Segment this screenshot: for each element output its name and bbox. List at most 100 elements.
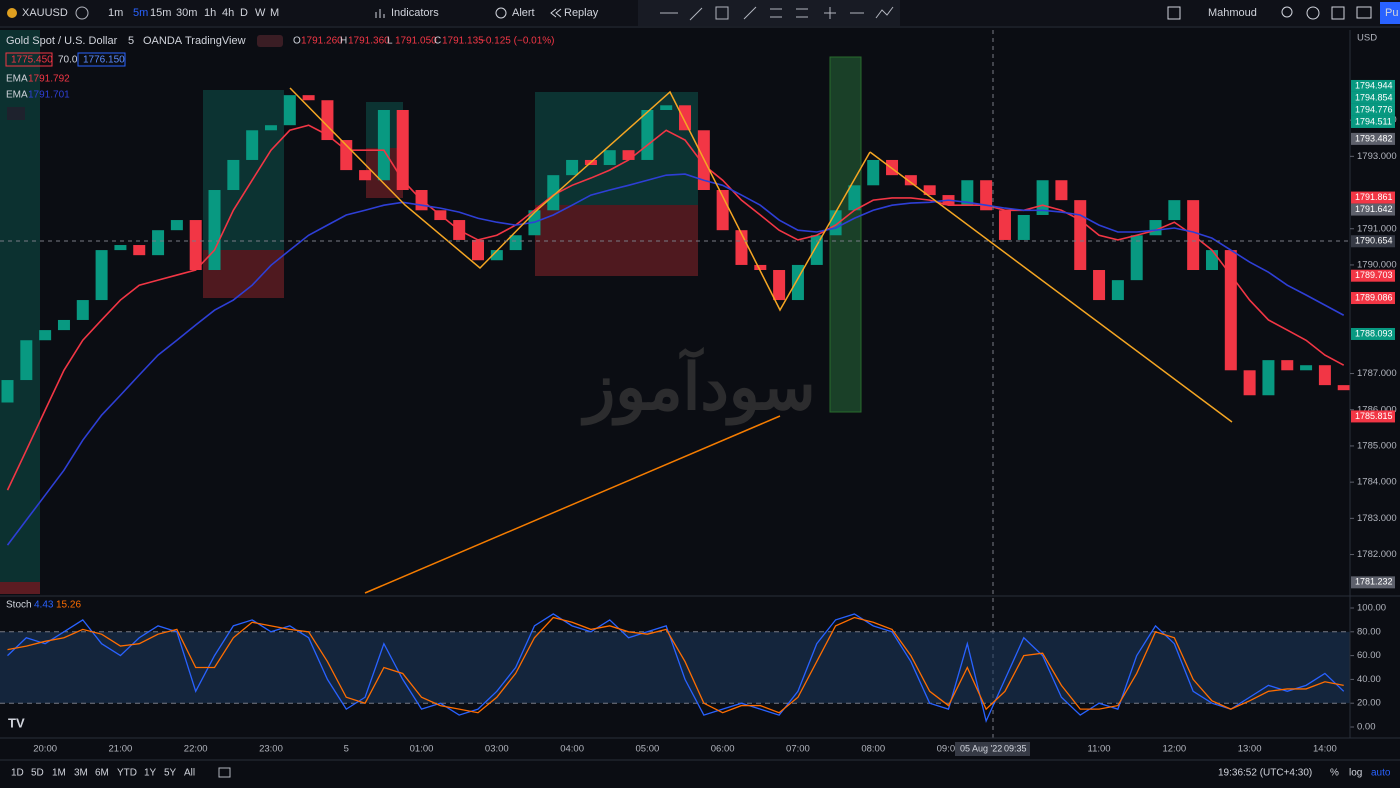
scale-option[interactable]: auto	[1371, 768, 1391, 779]
interval-button[interactable]: M	[270, 7, 279, 19]
candle	[660, 105, 673, 111]
candle	[57, 319, 70, 331]
candle	[716, 190, 729, 231]
replay-button[interactable]: Replay	[564, 7, 599, 19]
candle	[1130, 235, 1143, 281]
scale-option[interactable]: log	[1349, 768, 1362, 779]
drawing-tools[interactable]	[660, 6, 894, 21]
buy-box[interactable]	[77, 52, 126, 67]
range-button[interactable]: 1Y	[144, 768, 157, 779]
scale-option[interactable]: %	[1330, 768, 1339, 779]
x-tick-label: 08:00	[861, 744, 885, 755]
candle	[848, 185, 861, 211]
buy-price[interactable]: 1776.150	[83, 55, 125, 66]
watermark: سودآموز	[580, 346, 815, 426]
y-tick-label: 1787.000	[1357, 368, 1397, 379]
y-tick-label: 1782.000	[1357, 549, 1397, 560]
ohlc-value: 1791.260	[301, 36, 343, 47]
instrument-title: Gold Spot / U.S. Dollar	[6, 35, 118, 47]
candle	[1318, 365, 1331, 386]
fullscreen-icon[interactable]	[1331, 6, 1345, 20]
candle	[1243, 370, 1256, 396]
position-zone	[0, 582, 40, 594]
candle	[1017, 214, 1030, 240]
search-icon[interactable]	[1281, 6, 1293, 18]
user-name[interactable]: Mahmoud	[1208, 7, 1257, 19]
ohlc-key: O	[293, 36, 301, 47]
interval-button[interactable]: 1m	[108, 7, 123, 19]
price-badge	[1351, 91, 1395, 104]
candle	[189, 220, 202, 271]
range-button[interactable]: 5Y	[164, 768, 177, 779]
range-button[interactable]: 1D	[11, 768, 24, 779]
candle	[76, 300, 89, 320]
alert-button[interactable]: Alert	[512, 7, 535, 19]
range-button[interactable]: 5D	[31, 768, 44, 779]
indicators-icon	[375, 9, 385, 18]
candle	[1074, 200, 1087, 271]
source: TradingView	[185, 35, 246, 47]
goto-date[interactable]	[218, 767, 231, 778]
candle	[904, 175, 917, 186]
settings-icon[interactable]	[1306, 6, 1320, 20]
price-badge-label: 1791.642	[1355, 204, 1393, 214]
x-tick-label: 05:00	[635, 744, 659, 755]
x-tick-label: 01:00	[410, 744, 434, 755]
symbol-icon	[7, 8, 17, 18]
symbol[interactable]: XAUUSD	[22, 7, 68, 19]
snapshot-icon[interactable]	[1356, 6, 1372, 19]
trend-line	[869, 151, 1233, 423]
range-button[interactable]: 3M	[74, 768, 88, 779]
x-tick-label: 09:00	[937, 744, 961, 755]
range-button[interactable]: 1M	[52, 768, 66, 779]
candle	[547, 175, 560, 211]
indicators-button[interactable]: Indicators	[391, 7, 439, 19]
price-badge	[1351, 327, 1395, 340]
sell-price[interactable]: 1775.450	[11, 55, 53, 66]
add-symbol[interactable]	[75, 6, 89, 20]
collapse-legend[interactable]	[7, 107, 25, 120]
y-tick-label: 20.00	[1357, 698, 1381, 709]
ohlc-value: 1791.050	[395, 36, 437, 47]
visibility-toggle[interactable]	[257, 35, 283, 47]
candle	[472, 239, 484, 261]
price-badge-label: 1791.861	[1355, 192, 1393, 202]
interval-button[interactable]: 15m	[150, 7, 171, 19]
interval-button[interactable]: 4h	[222, 7, 234, 19]
interval-button[interactable]: D	[240, 7, 248, 19]
range-button[interactable]: YTD	[117, 768, 137, 779]
y-tick-label: 1790.000	[1357, 259, 1397, 270]
x-tick-label: 22:00	[184, 744, 208, 755]
price-badge	[1351, 203, 1395, 216]
interval-button[interactable]: 30m	[176, 7, 197, 19]
x-tick-label: 11:00	[1088, 744, 1111, 755]
candle	[980, 180, 993, 211]
publish-button[interactable]	[1380, 2, 1400, 24]
zigzag	[289, 87, 871, 312]
layout-icon[interactable]	[1167, 6, 1181, 20]
sell-box[interactable]	[5, 52, 53, 67]
candle	[170, 220, 183, 231]
candle	[208, 190, 221, 271]
stoch-d-value: 15.26	[56, 600, 81, 611]
drawings	[0, 30, 862, 594]
ema-name: EMA	[6, 90, 28, 101]
exchange: OANDA	[143, 35, 183, 47]
y-tick-label: 1783.000	[1357, 513, 1397, 524]
interval-button[interactable]: 5m	[133, 7, 148, 19]
candle	[509, 235, 522, 251]
candle	[1300, 365, 1313, 371]
candle	[1111, 280, 1124, 301]
interval-button[interactable]: W	[255, 7, 266, 19]
interval-button[interactable]: 1h	[204, 7, 216, 19]
candle	[39, 330, 52, 341]
candle	[773, 270, 786, 301]
alert-icon	[495, 7, 507, 19]
price-badge-label: 1794.776	[1355, 104, 1393, 114]
change: −0.125 (−0.01%)	[480, 36, 555, 47]
candle	[1093, 270, 1106, 301]
profit-zone	[535, 92, 698, 205]
price-badge	[1351, 292, 1395, 305]
range-button[interactable]: All	[184, 768, 195, 779]
range-button[interactable]: 6M	[95, 768, 109, 779]
